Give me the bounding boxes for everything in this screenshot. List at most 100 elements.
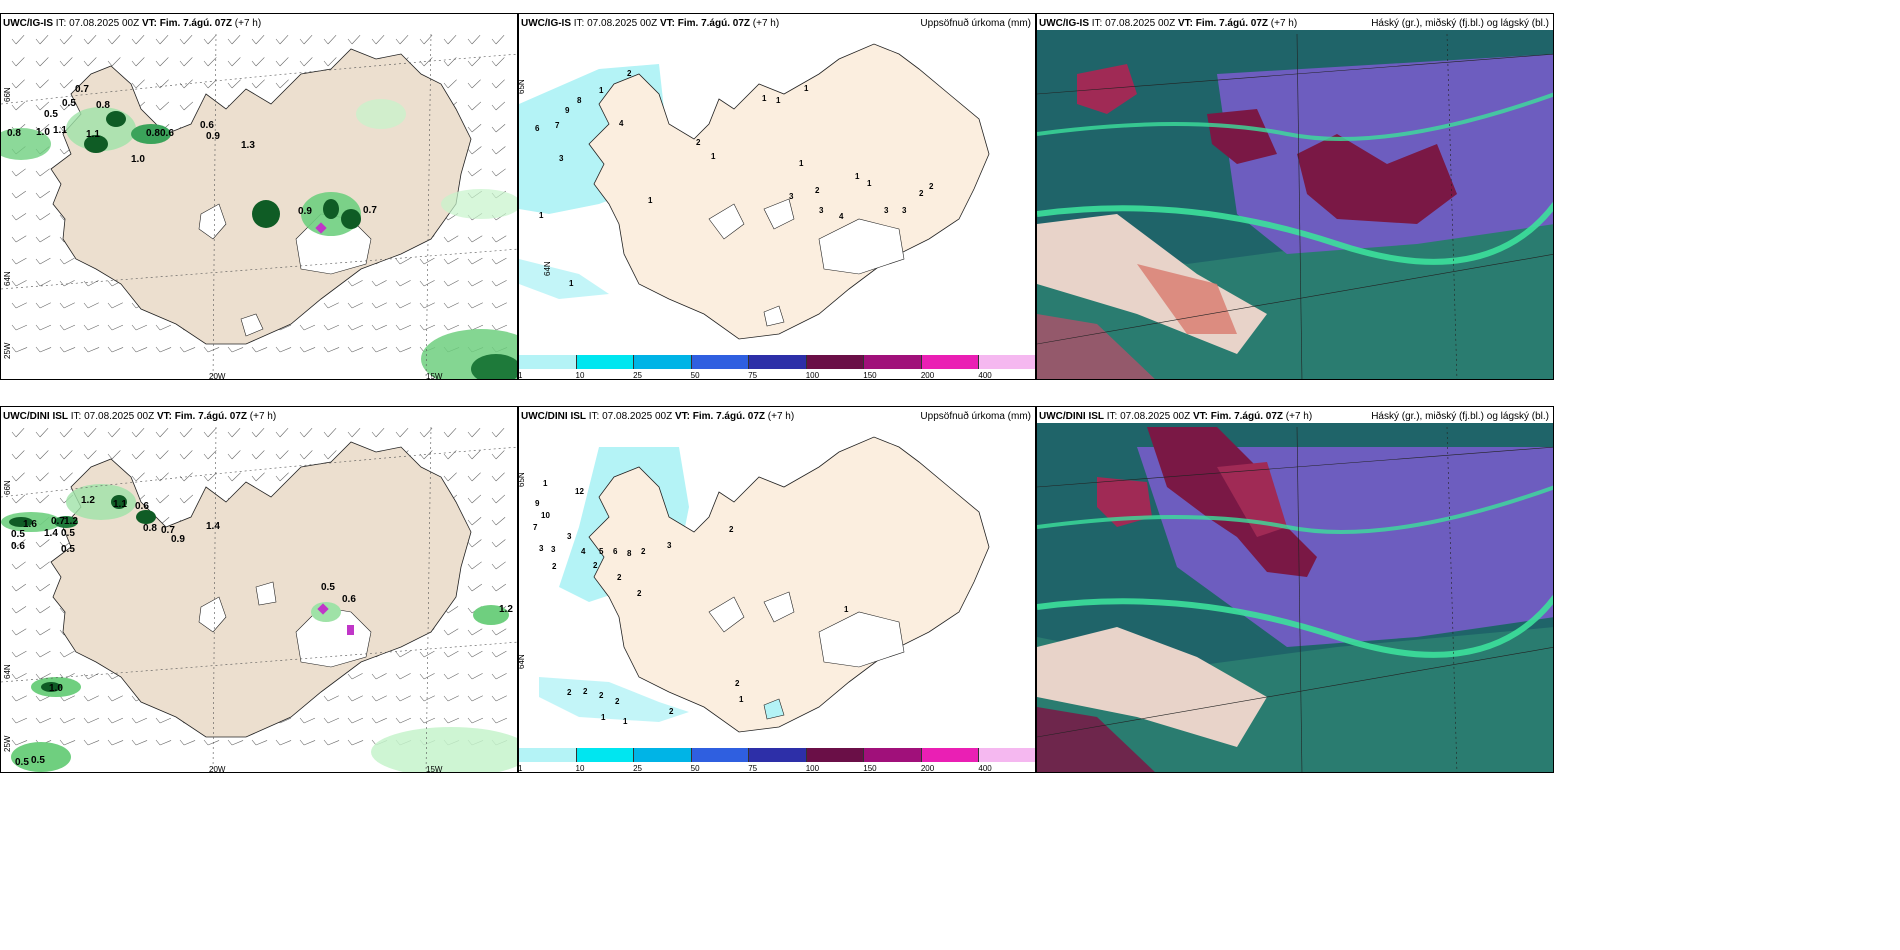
wind-barb [467, 650, 483, 658]
wind-barb [59, 324, 76, 331]
legend-label: 400 [978, 764, 992, 773]
legend-label: 200 [920, 764, 935, 773]
precip-value: 6 [535, 124, 540, 133]
wind-barb [59, 695, 75, 702]
wind-barb [11, 695, 27, 702]
wind-barb [467, 583, 483, 592]
wind-barb [467, 79, 481, 89]
wind-barb [227, 346, 244, 353]
wind-barb [275, 450, 289, 460]
wind-barb [491, 673, 507, 680]
wind-barb [59, 650, 75, 658]
wind-barb [491, 257, 507, 265]
precip-value: 1 [776, 96, 781, 105]
precip-value: 0.7 [161, 525, 175, 536]
legend-label: 25 [633, 764, 642, 773]
wind-barb [299, 427, 313, 438]
wind-barb [35, 79, 49, 89]
wind-barb [347, 324, 364, 331]
wind-barb [347, 280, 363, 287]
wind-barb [131, 427, 145, 438]
wind-barb [275, 79, 289, 89]
precip-value: 4 [581, 547, 586, 556]
wind-barb [323, 34, 337, 45]
wind-barb [11, 280, 27, 287]
glacier [240, 313, 264, 337]
precip-value: 2 [929, 182, 934, 191]
map-panel-wind-precip-dini: UWC/DINI ISL IT: 07.08.2025 00Z VT: Fim.… [0, 406, 518, 773]
wind-barb [419, 280, 435, 287]
iceland-map-precip [519, 43, 990, 340]
wind-barb [395, 650, 411, 658]
wind-barb [179, 101, 194, 111]
precip-value: 2 [567, 688, 572, 697]
legend-swatch: 50 [691, 355, 750, 379]
wind-barb [35, 673, 51, 680]
wind-barb [179, 450, 193, 460]
wind-barb [59, 34, 73, 45]
wind-barb [11, 257, 27, 265]
wind-barb [467, 324, 484, 331]
precip-value: 0.8 [7, 128, 21, 139]
wind-barb [371, 346, 388, 353]
precip-value: 0.7 [75, 84, 89, 95]
wind-barb [491, 650, 507, 658]
wind-barb [35, 324, 52, 331]
map-panel-clouds-dini: UWC/DINI ISL IT: 07.08.2025 00Z VT: Fim.… [1036, 406, 1554, 773]
wind-barb [11, 472, 25, 482]
wind-barb [419, 302, 435, 309]
precip-value: 7 [555, 121, 560, 130]
iceland-map-wind [1, 426, 517, 772]
wind-barb [227, 427, 241, 438]
wind-barb [251, 79, 265, 89]
wind-barb [227, 79, 241, 89]
wind-barb [347, 695, 363, 702]
precip-value: 6 [613, 547, 618, 556]
precip-value: 0.6 [342, 594, 356, 605]
iceland-landmass [50, 48, 472, 345]
wind-barb [467, 695, 483, 702]
wind-barb [323, 695, 339, 702]
precip-value: 2 [696, 138, 701, 147]
wind-barb [347, 739, 364, 746]
precip-value: 0.6 [200, 120, 214, 131]
wind-barb [35, 695, 51, 702]
wind-barb [491, 302, 507, 309]
wind-barb [443, 450, 457, 460]
wind-barb [11, 583, 27, 592]
precip-value: 1.0 [36, 127, 50, 138]
wind-barb [107, 57, 121, 67]
iceland-map-precip [539, 436, 990, 733]
wind-barb [203, 79, 217, 89]
wind-barb [467, 235, 483, 243]
precip-value: 3 [551, 545, 556, 554]
wind-barb [467, 494, 482, 504]
wind-barb [179, 346, 196, 353]
precip-value: 8 [577, 96, 582, 105]
wind-barb [251, 346, 268, 353]
panel-title: UWC/DINI ISL IT: 07.08.2025 00Z VT: Fim.… [3, 411, 277, 422]
wind-barb [11, 494, 26, 504]
precip-value: 0.6 [11, 541, 25, 552]
precip-value: 2 [615, 697, 620, 706]
wind-barb [179, 79, 193, 89]
wind-barb [491, 280, 507, 287]
wind-barb [491, 717, 508, 724]
wind-barb [491, 450, 505, 460]
wind-barb [11, 79, 25, 89]
wind-barb [35, 561, 50, 570]
wind-barb [35, 628, 51, 636]
wind-barb [131, 346, 148, 353]
precip-value: 8 [627, 549, 632, 558]
wind-barb [491, 539, 506, 548]
legend-swatch: 100 [806, 748, 865, 772]
wind-barb [491, 235, 507, 243]
wind-barb [227, 450, 241, 460]
panel-right-title: Uppsöfnuð úrkoma (mm) [920, 411, 1031, 422]
wind-barb [11, 190, 27, 199]
wind-barb [11, 539, 26, 548]
wind-barb [179, 427, 193, 438]
wind-barb [467, 168, 482, 177]
wind-barb [395, 695, 411, 702]
wind-barb [443, 650, 459, 658]
